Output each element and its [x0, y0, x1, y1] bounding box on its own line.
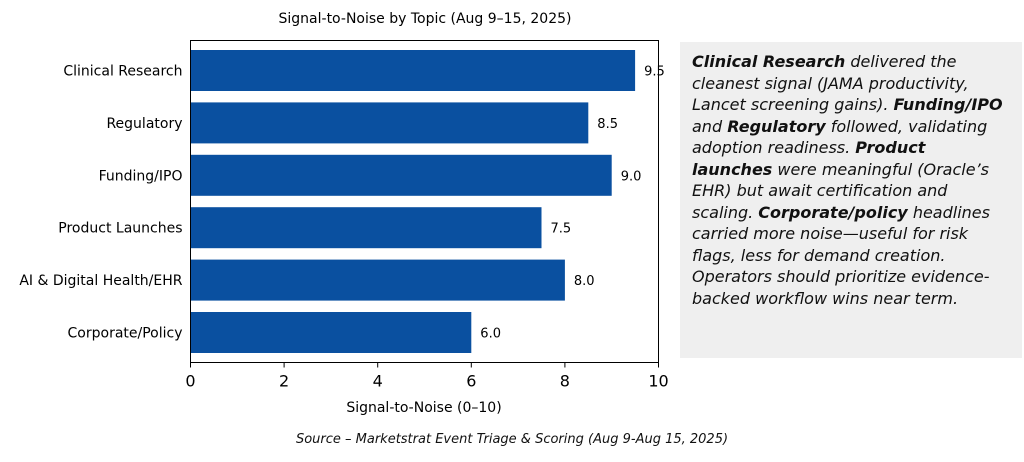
value-labels: 9.5 8.5 9.0 7.5 8.0 6.0 — [480, 65, 664, 342]
callout-highlight: Corporate/policy — [758, 202, 908, 222]
x-tick-label: 10 — [648, 372, 668, 391]
category-label: Corporate/Policy — [68, 326, 183, 342]
value-label: 7.5 — [551, 222, 572, 237]
value-label: 8.5 — [597, 117, 618, 132]
chart-title: Signal-to-Noise by Topic (Aug 9–15, 2025… — [279, 11, 572, 27]
value-label: 9.0 — [621, 169, 642, 184]
x-tick-label: 6 — [466, 372, 476, 391]
bars-group — [190, 50, 636, 353]
callout-text: headlines carried more noise—useful for … — [692, 202, 990, 308]
bar — [190, 50, 636, 91]
plot-frame — [190, 40, 659, 363]
callout-text: and — [692, 116, 728, 136]
x-axis-label: Signal-to-Noise (0–10) — [346, 400, 501, 416]
source-note: Source – Marketstrat Event Triage & Scor… — [295, 432, 729, 447]
x-tick-label: 4 — [373, 372, 383, 391]
category-labels: Clinical Research Regulatory Funding/IPO Pr… — [19, 64, 182, 342]
category-label: Funding/IPO — [99, 168, 183, 184]
category-label: Product Launches — [58, 221, 182, 237]
x-tick-label: 8 — [560, 372, 570, 391]
x-tick-label: 0 — [185, 372, 195, 391]
callout-highlight: Funding/IPO — [893, 95, 1003, 114]
callout-text: were meaningful (Oracle’s EHR) but await… — [692, 159, 989, 222]
value-label: 9.5 — [644, 65, 665, 80]
callout-text: followed, validating adoption readiness. — [692, 116, 988, 158]
bar — [190, 259, 565, 301]
category-label: AI & Digital Health/EHR — [19, 273, 182, 289]
bar-chart: Signal-to-Noise by Topic (Aug 9–15, 2025… — [19, 11, 669, 416]
bar — [190, 312, 472, 353]
callout-highlight: Clinical Research — [692, 52, 846, 71]
callout-highlight: Regulatory — [727, 116, 826, 136]
category-label: Clinical Research — [63, 64, 182, 80]
value-label: 8.0 — [574, 274, 595, 289]
commentary-callout: Clinical Research delivered the cleanest… — [680, 42, 1022, 358]
callout-text: delivered the cleanest signal (JAMA prod… — [692, 52, 969, 114]
bar — [190, 154, 612, 196]
bar — [190, 102, 589, 144]
bar — [190, 207, 542, 249]
x-tick-label: 2 — [279, 372, 289, 391]
category-label: Regulatory — [106, 116, 182, 132]
x-axis-ticks: 0 2 4 6 8 10 — [185, 362, 669, 391]
value-label: 6.0 — [480, 327, 501, 342]
callout-highlight: Product launches — [692, 138, 926, 179]
